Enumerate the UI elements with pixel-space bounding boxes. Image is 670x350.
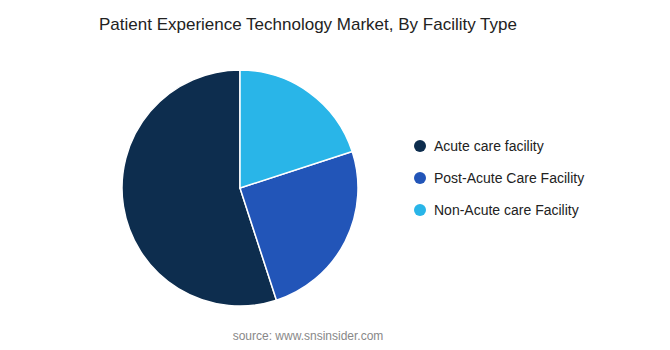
page: {"chart_data": {"type": "pie", "title": …	[0, 0, 670, 350]
legend-label: Acute care facility	[434, 138, 544, 154]
chart-svg: Patient Experience Technology Market, By…	[0, 0, 670, 350]
annotation: source: www.snsinsider.com	[233, 329, 384, 343]
pie	[122, 70, 358, 306]
title: Patient Experience Technology Market, By…	[99, 15, 517, 34]
legend-marker	[414, 172, 426, 184]
legend-label: Post-Acute Care Facility	[434, 170, 584, 186]
legend-label: Non-Acute care Facility	[434, 202, 579, 218]
legend-marker	[414, 204, 426, 216]
pie-slice	[240, 70, 352, 188]
chart-container: Patient Experience Technology Market, By…	[0, 0, 670, 350]
legend: Acute care facility Post-Acute Care Facil…	[414, 138, 584, 218]
legend-marker	[414, 140, 426, 152]
